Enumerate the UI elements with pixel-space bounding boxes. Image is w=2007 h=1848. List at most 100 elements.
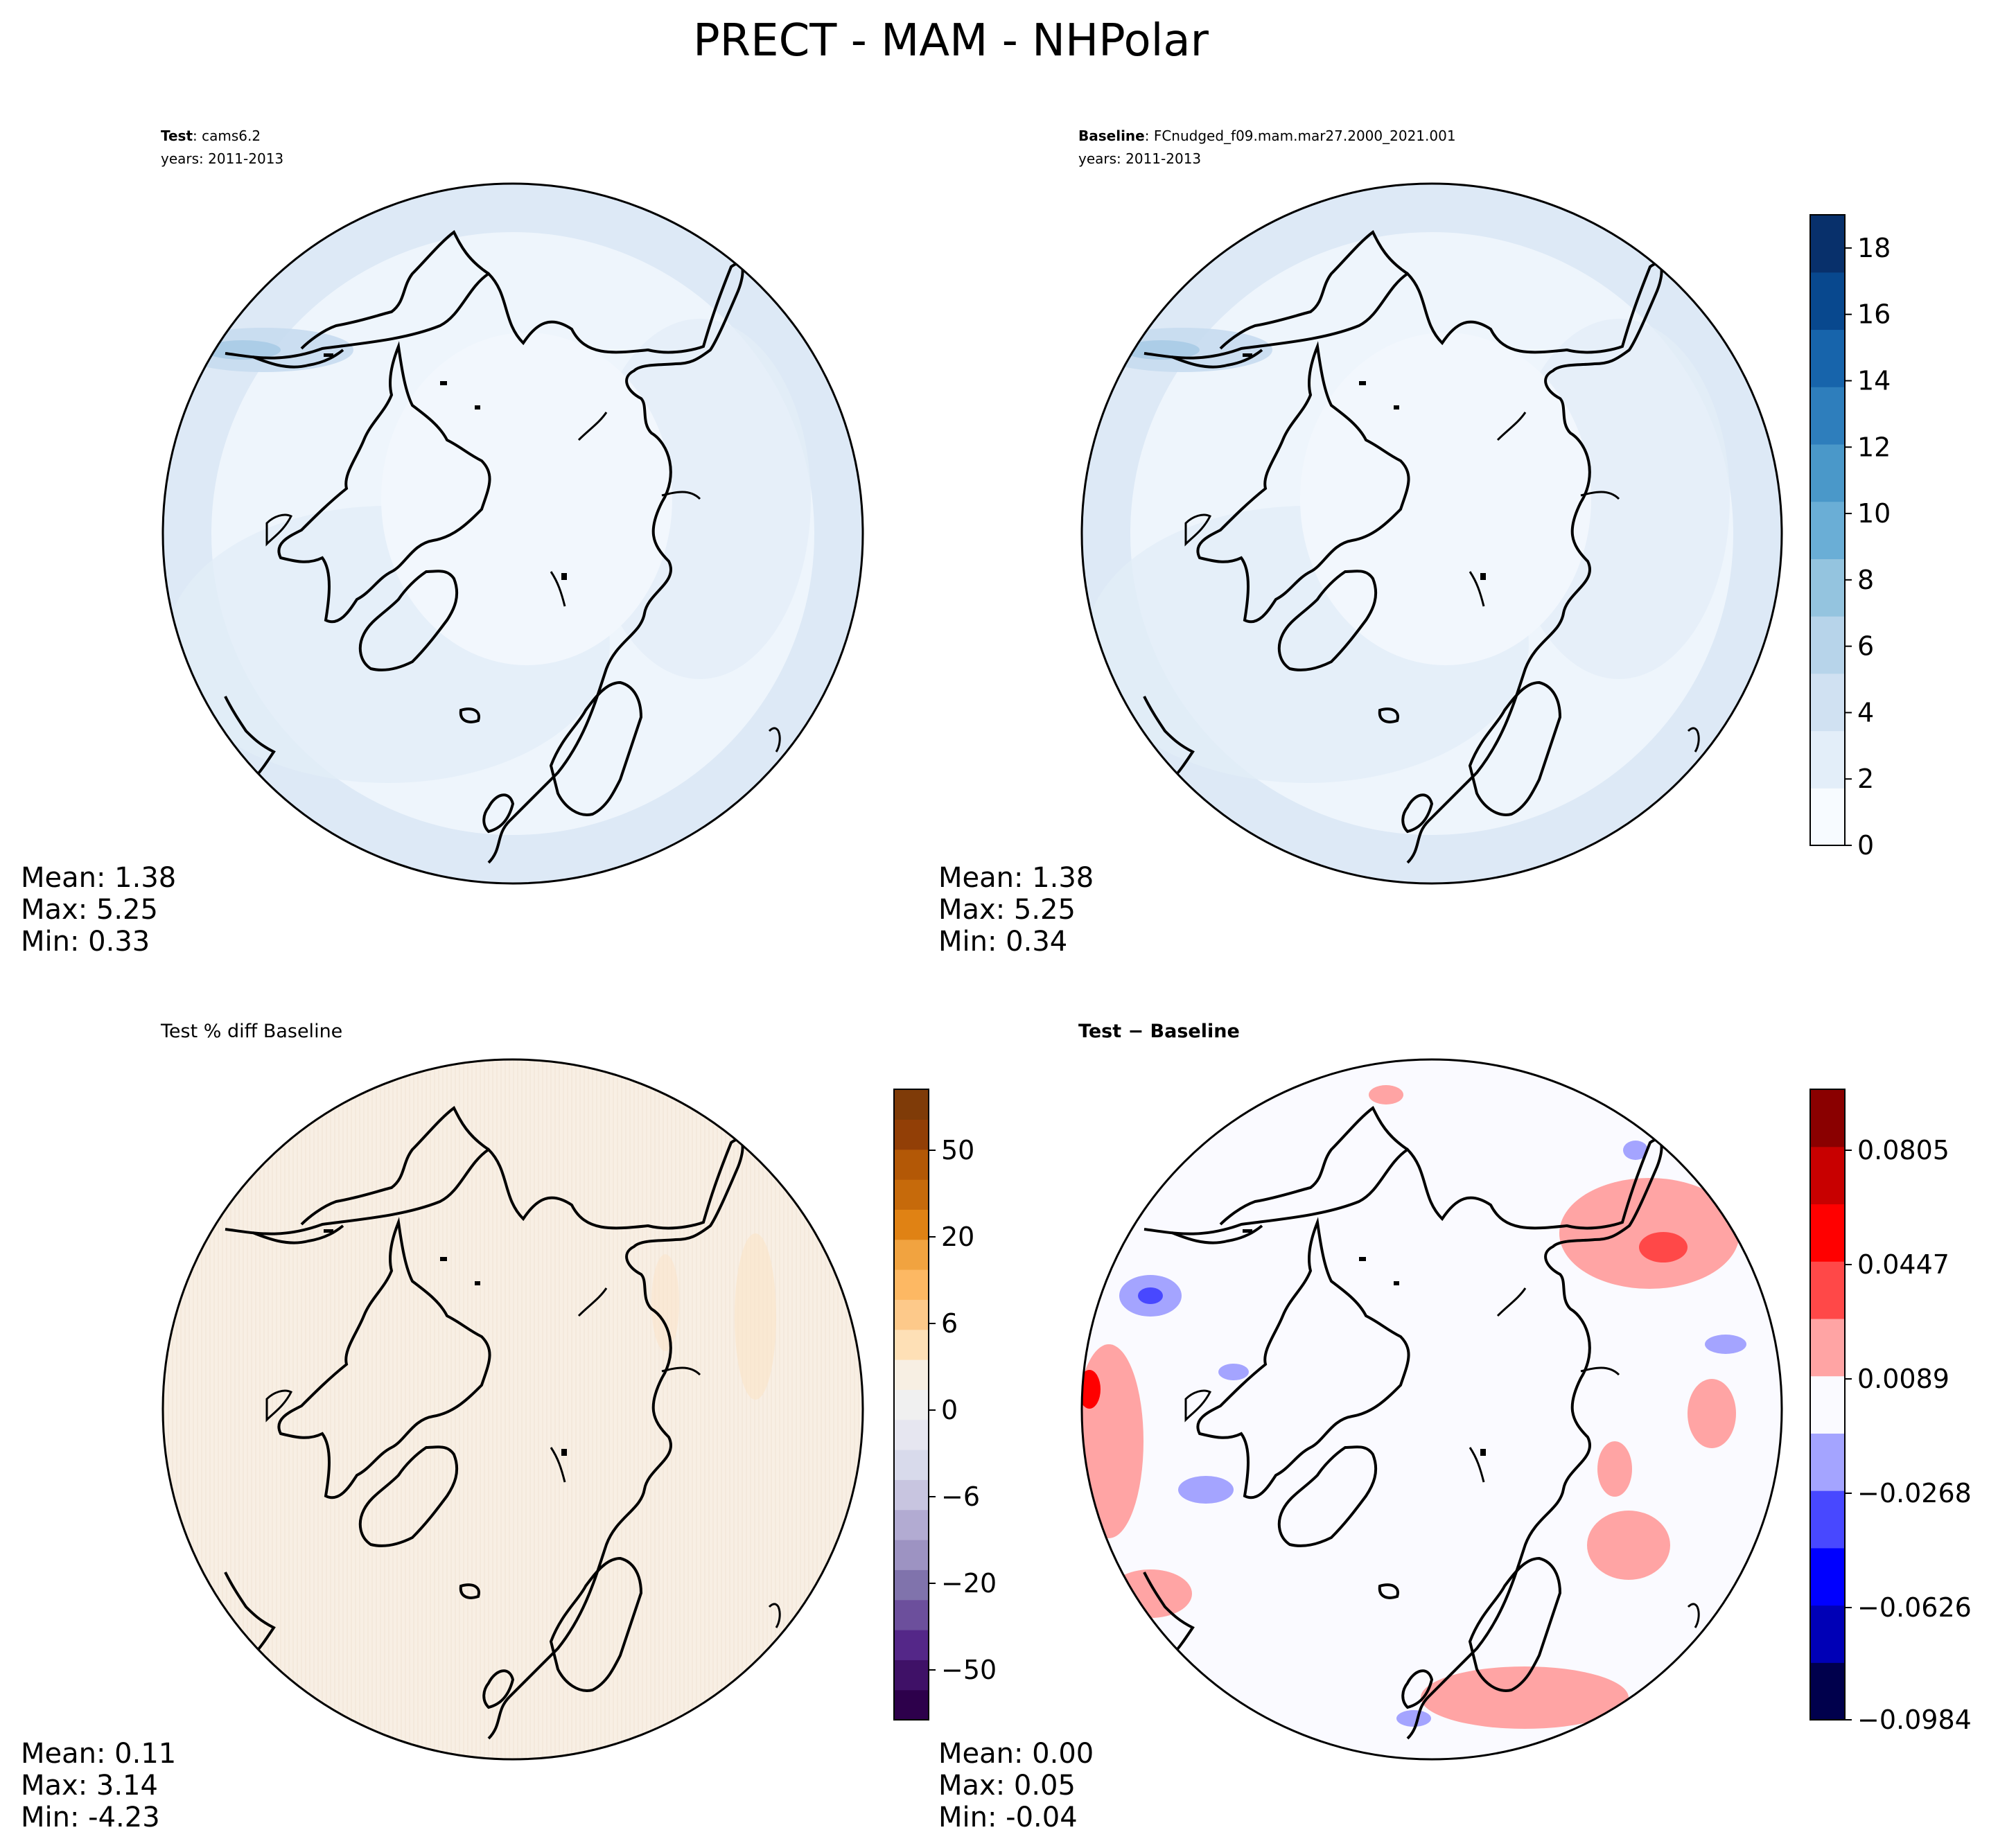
colorbar-pctdiff-tick-label: −20	[941, 1568, 997, 1599]
colorbar-pctdiff-swatch	[894, 1569, 929, 1601]
map-test-boundary	[161, 182, 864, 885]
colorbar-pctdiff-swatch	[894, 1660, 929, 1691]
map-baseline-boundary	[1080, 182, 1783, 885]
colorbar-diff-swatch	[1810, 1146, 1845, 1205]
colorbar-precip-swatch	[1810, 730, 1845, 789]
map-pctdiff-boundary	[161, 1058, 864, 1761]
map-test-pacific-core	[204, 340, 281, 360]
colorbar-diff-swatch	[1810, 1204, 1845, 1262]
map-diff-neg-c	[1218, 1364, 1249, 1380]
colorbar-precip-swatch	[1810, 788, 1845, 846]
panel-baseline-label: Baseline: FCnudged_f09.mam.mar27.2000_20…	[1078, 127, 1456, 144]
colorbar-pctdiff-swatch	[894, 1179, 929, 1210]
colorbar-diff-tick-label: −0.0268	[1857, 1478, 1972, 1508]
colorbar-precip-tick-label: 18	[1857, 233, 1891, 263]
map-diff	[1082, 1059, 1782, 1759]
map-diff-pos-e	[1688, 1379, 1736, 1448]
colorbar-pctdiff-swatch	[894, 1089, 929, 1120]
colorbar-pctdiff-swatch	[894, 1389, 929, 1420]
colorbar-pctdiff: 50 20 6 0 −6 −20 −50	[893, 1089, 997, 1721]
map-diff-neg-w	[1178, 1476, 1234, 1504]
colorbar-diff: 0.0805 0.0447 0.0089 −0.0268 −0.0626 −0.0984	[1809, 1089, 1972, 1735]
map-diff-pos-mid	[1597, 1441, 1632, 1497]
panel-test-mean: Mean: 1.38	[21, 862, 176, 894]
colorbar-diff-swatch	[1810, 1662, 1845, 1721]
map-test-arctic-low	[381, 333, 672, 665]
map-baseline-pacific-core	[1123, 340, 1200, 360]
colorbar-pctdiff-swatch	[894, 1630, 929, 1660]
panel-diff-min: Min: -0.04	[938, 1802, 1078, 1833]
colorbar-precip-tick-label: 4	[1857, 697, 1874, 728]
map-diff-neg-s	[1396, 1710, 1431, 1727]
panel-diff: Test − Baseline Mean: 0.00	[938, 1021, 1972, 1833]
panel-baseline-label-name: : FCnudged_f09.mam.mar27.2000_2021.001	[1145, 127, 1456, 144]
panel-pctdiff: Test % diff Baseline Mean: 0.11 Max: 3.1…	[21, 1021, 997, 1833]
panel-test-min: Min: 0.33	[21, 926, 150, 958]
colorbar-precip-swatch	[1810, 329, 1845, 387]
colorbar-precip-swatch	[1810, 272, 1845, 331]
colorbar-diff-tick-label: 0.0447	[1857, 1249, 1949, 1280]
colorbar-pctdiff-swatch	[894, 1119, 929, 1150]
colorbar-diff-tick-label: 0.0805	[1857, 1135, 1949, 1165]
colorbar-precip-tick-label: 16	[1857, 299, 1891, 330]
map-diff-neg-ne	[1623, 1141, 1648, 1160]
colorbar-pctdiff-tick-label: −50	[941, 1655, 997, 1685]
colorbar-pctdiff-tick-label: 20	[941, 1222, 974, 1252]
map-diff-pos-ne	[1559, 1178, 1739, 1289]
panel-baseline-max: Max: 5.25	[938, 894, 1076, 926]
panel-baseline-mean: Mean: 1.38	[938, 862, 1094, 894]
figure-title: PRECT - MAM - NHPolar	[693, 15, 1209, 67]
colorbar-precip-swatch	[1810, 443, 1845, 502]
colorbar-precip-tick-label: 0	[1857, 830, 1874, 861]
colorbar-pctdiff-swatch	[894, 1540, 929, 1570]
map-diff-pos-n	[1369, 1085, 1403, 1105]
colorbar-pctdiff-swatch	[894, 1359, 929, 1390]
panel-baseline-label-bold: Baseline	[1078, 127, 1145, 144]
panel-baseline-min: Min: 0.34	[938, 926, 1067, 958]
colorbar-pctdiff-swatch	[894, 1269, 929, 1300]
panel-baseline-years: years: 2011-2013	[1078, 150, 1201, 167]
map-baseline-arctic-low	[1300, 333, 1591, 665]
colorbar-pctdiff-frame	[893, 1089, 929, 1721]
colorbar-precip-tick-label: 6	[1857, 631, 1874, 662]
map-diff-neg-nw-core	[1138, 1287, 1163, 1304]
panel-test-years: years: 2011-2013	[161, 150, 283, 167]
colorbar-precip-swatch	[1810, 616, 1845, 674]
colorbar-precip-swatch	[1810, 558, 1845, 617]
colorbar-pctdiff-swatch	[894, 1479, 929, 1511]
map-pctdiff-east-tint-2	[651, 1254, 679, 1351]
panel-pctdiff-max: Max: 3.14	[21, 1770, 158, 1802]
map-diff-boundary	[1080, 1058, 1783, 1761]
colorbar-pctdiff-swatch	[894, 1450, 929, 1480]
colorbar-pctdiff-swatch	[894, 1209, 929, 1240]
colorbar-pctdiff-swatch	[894, 1149, 929, 1180]
map-diff-neg-e	[1705, 1335, 1746, 1354]
colorbar-precip: 0 2 4 6 8 10 12 14 16 18	[1809, 214, 1891, 861]
colorbar-diff-swatch	[1810, 1261, 1845, 1319]
colorbar-pctdiff-swatch	[894, 1329, 929, 1360]
colorbar-pctdiff-swatch	[894, 1239, 929, 1270]
map-diff-pos-se	[1587, 1511, 1670, 1580]
colorbar-diff-swatch	[1810, 1433, 1845, 1491]
colorbar-diff-tick-label: −0.0626	[1857, 1592, 1972, 1623]
colorbar-precip-tick-label: 12	[1857, 432, 1891, 462]
map-diff-pos-s	[1421, 1666, 1629, 1729]
map-pctdiff-field	[163, 1059, 863, 1759]
panel-test-label: Test: cams6.2	[161, 127, 261, 144]
colorbar-pctdiff-tick-label: 6	[941, 1308, 958, 1339]
panel-diff-max: Max: 0.05	[938, 1770, 1076, 1802]
panel-test-label-bold: Test	[161, 127, 193, 144]
panel-diff-title: Test − Baseline	[1078, 1021, 1240, 1042]
colorbar-precip-swatch	[1810, 673, 1845, 732]
map-diff-pos-sw	[1109, 1569, 1192, 1618]
colorbar-precip-tick-label: 14	[1857, 365, 1891, 396]
colorbar-pctdiff-swatch	[894, 1689, 929, 1721]
colorbar-diff-tick-label: −0.0984	[1857, 1705, 1972, 1735]
map-pctdiff	[163, 1059, 863, 1759]
map-baseline	[1082, 184, 1782, 883]
colorbar-diff-tick-label: 0.0089	[1857, 1364, 1949, 1394]
panel-test-max: Max: 5.25	[21, 894, 158, 926]
colorbar-pctdiff-tick-label: 0	[941, 1395, 958, 1425]
colorbar-precip-frame	[1809, 214, 1846, 846]
colorbar-precip-swatch	[1810, 501, 1845, 559]
